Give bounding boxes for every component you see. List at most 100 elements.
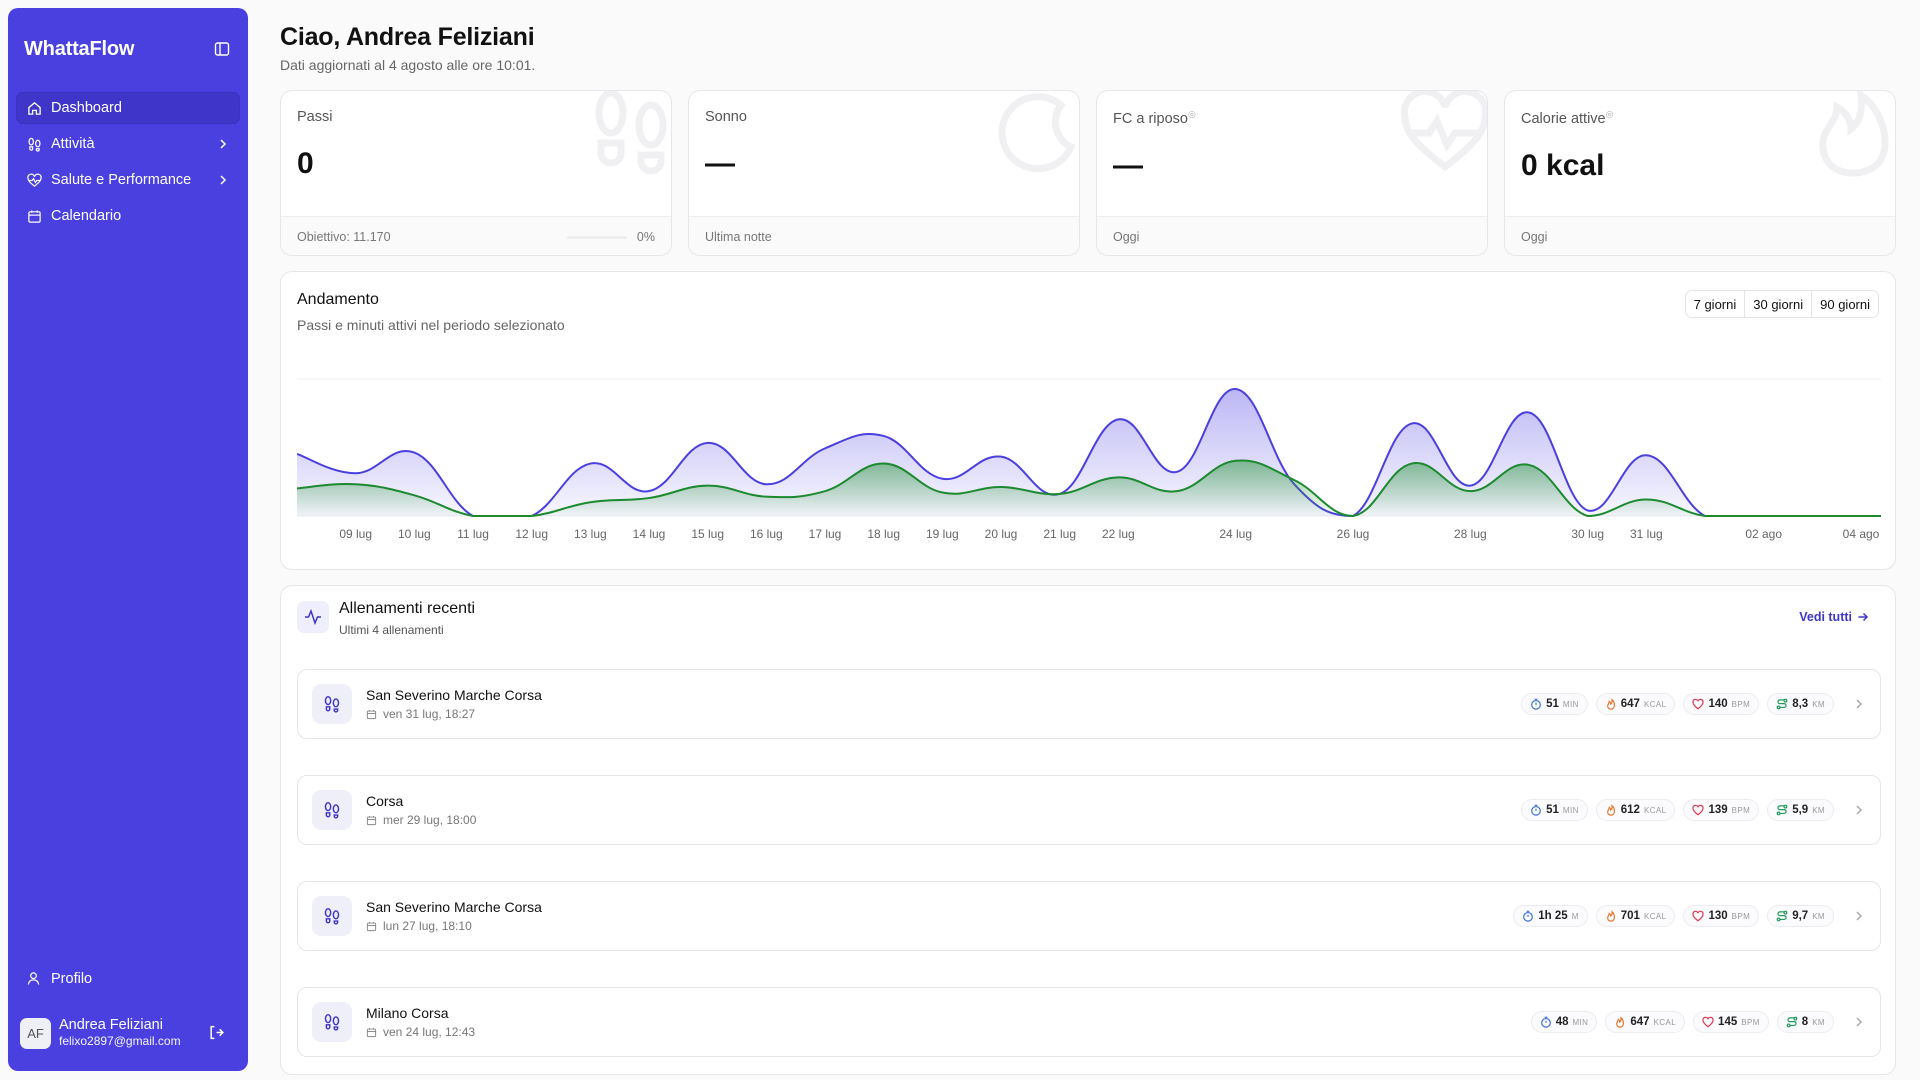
section-subtitle: Ultimi 4 allenamenti [339,623,444,637]
kpi-value: — [1113,148,1143,182]
footprints-icon [26,136,42,152]
chevron-right-icon[interactable] [1852,803,1866,817]
series-line-1 [297,459,1881,518]
flame-icon [1606,804,1615,816]
flame-icon [1606,910,1615,922]
timer-icon [1531,698,1541,710]
avatar[interactable]: AF [20,1017,51,1049]
kpi-card-resting-hr[interactable]: FC a riposo◎ — Oggi [1096,90,1488,256]
activity-icon [297,601,329,633]
heart-rate-chip: 139 BPM [1683,799,1760,821]
heart-icon [1692,698,1705,710]
info-icon: ◎ [1605,109,1614,119]
sidebar-footer: Profilo AF Andrea Feliziani felixo2897@g… [16,963,240,1071]
x-tick-label: 14 lug [633,527,666,541]
sidebar-item-label: Profilo [51,971,93,987]
sidebar-item-label: Dashboard [51,100,122,116]
workout-row[interactable]: San Severino Marche Corsa lun 27 lug, 18… [297,881,1881,951]
sidebar-item-label: Salute e Performance [51,172,192,188]
x-tick-label: 15 lug [691,527,724,541]
range-30-days[interactable]: 30 giorni [1745,291,1813,317]
user-email: felixo2897@gmail.com [59,1034,181,1048]
series-line-0 [297,388,1881,518]
workout-name: Milano Corsa [366,1005,449,1021]
kpi-footer: Ultima notte [705,230,772,244]
workout-date: ven 24 lug, 12:43 [366,1025,1531,1039]
workout-stats: 1h 25 M 701 KCAL 130 BPM 9,7 KM [1513,905,1834,927]
calendar-icon [366,815,377,825]
kpi-card-steps[interactable]: Passi 0 Obiettivo: 11.170 0% [280,90,672,256]
calories-chip: 612 KCAL [1595,799,1676,821]
kpi-value: 0 kcal [1521,148,1605,182]
recent-workouts-card: Allenamenti recenti Ultimi 4 allenamenti… [280,585,1896,1075]
series-area-0 [297,388,1881,516]
x-tick-label: 26 lug [1337,527,1370,541]
duration-chip: 48 MIN [1530,1011,1598,1033]
sidebar-nav: Dashboard Attività Salute e Performance [16,92,240,236]
sidebar-toggle-icon[interactable] [212,39,232,59]
chart-title: Andamento [297,291,379,308]
kpi-footer: Oggi [1521,230,1548,244]
footprints-icon [312,1002,352,1042]
brand-logo[interactable]: WhattaFlow [24,37,135,60]
x-tick-label: 11 lug [457,527,489,541]
workout-list: San Severino Marche Corsa ven 31 lug, 18… [297,669,1881,1080]
kpi-value: — [705,147,735,180]
footprints-icon [312,790,352,830]
heart-icon [1692,910,1705,922]
arrow-right-icon [1858,612,1869,622]
sidebar-item-salute[interactable]: Salute e Performance [16,164,240,196]
kpi-card-active-calories[interactable]: Calorie attive◎ 0 kcal Oggi [1504,90,1896,256]
chevron-right-icon [216,173,230,187]
range-7-days[interactable]: 7 giorni [1685,291,1746,317]
sidebar-item-calendario[interactable]: Calendario [16,200,240,232]
sidebar-header: WhattaFlow [24,36,232,62]
sidebar-item-attivita[interactable]: Attività [16,128,240,160]
sidebar: WhattaFlow Dashboard Attività Salute e P… [8,8,248,1071]
x-tick-label: 16 lug [750,527,783,541]
x-tick-label: 31 lug [1630,527,1663,541]
x-tick-label: 18 lug [867,527,900,541]
kpi-value: 0 [297,147,314,180]
workout-row[interactable]: San Severino Marche Corsa ven 31 lug, 18… [297,669,1881,739]
workout-stats: 48 MIN 647 KCAL 145 BPM 8 KM [1530,1011,1834,1033]
kpi-card-sleep[interactable]: Sonno — Ultima notte [688,90,1080,256]
distance-chip: 8 KM [1776,1011,1834,1033]
x-tick-label: 04 ago [1843,527,1880,541]
heart-rate-chip: 140 BPM [1683,693,1760,715]
workout-row[interactable]: Milano Corsa ven 24 lug, 12:43 48 MIN 647… [297,987,1881,1057]
user-info: Andrea Feliziani felixo2897@gmail.com [59,1017,208,1049]
kpi-footer: Obiettivo: 11.170 [297,230,391,244]
range-90-days[interactable]: 90 giorni [1812,291,1878,317]
calendar-icon [366,921,377,931]
chevron-right-icon[interactable] [1852,697,1866,711]
workout-date: ven 31 lug, 18:27 [366,707,1521,721]
x-tick-label: 30 lug [1571,527,1604,541]
see-all-link[interactable]: Vedi tutti [1799,610,1869,624]
chevron-right-icon[interactable] [1852,1015,1866,1029]
logout-icon[interactable] [208,1024,226,1042]
timer-icon [1523,910,1534,922]
chevron-right-icon [216,137,230,151]
x-tick-label: 13 lug [574,527,607,541]
user-card: AF Andrea Feliziani felixo2897@gmail.com [16,1009,240,1057]
x-tick-label: 10 lug [398,527,431,541]
trend-chart[interactable]: 09 lug 10 lug 11 lug 12 lug 13 lug 14 lug 15 l… [297,368,1881,548]
workout-row[interactable]: Corsa mer 29 lug, 18:00 51 MIN 612 KCAL 13… [297,775,1881,845]
x-tick-label: 28 lug [1454,527,1487,541]
workout-name: San Severino Marche Corsa [366,687,542,703]
chevron-right-icon[interactable] [1852,909,1866,923]
distance-chip: 8,3 KM [1767,693,1834,715]
flame-icon [1606,698,1615,710]
user-name: Andrea Feliziani [59,1017,163,1033]
kpi-title: Calorie attive◎ [1521,109,1614,127]
sidebar-item-profilo[interactable]: Profilo [16,963,240,995]
route-icon [1776,698,1788,710]
distance-chip: 5,9 KM [1767,799,1834,821]
timer-icon [1531,804,1541,816]
distance-chip: 9,7 KM [1767,905,1834,927]
sidebar-item-dashboard[interactable]: Dashboard [16,92,240,124]
route-icon [1776,804,1788,816]
kpi-title: Sonno [705,109,747,125]
workout-stats: 51 MIN 647 KCAL 140 BPM 8,3 KM [1521,693,1834,715]
